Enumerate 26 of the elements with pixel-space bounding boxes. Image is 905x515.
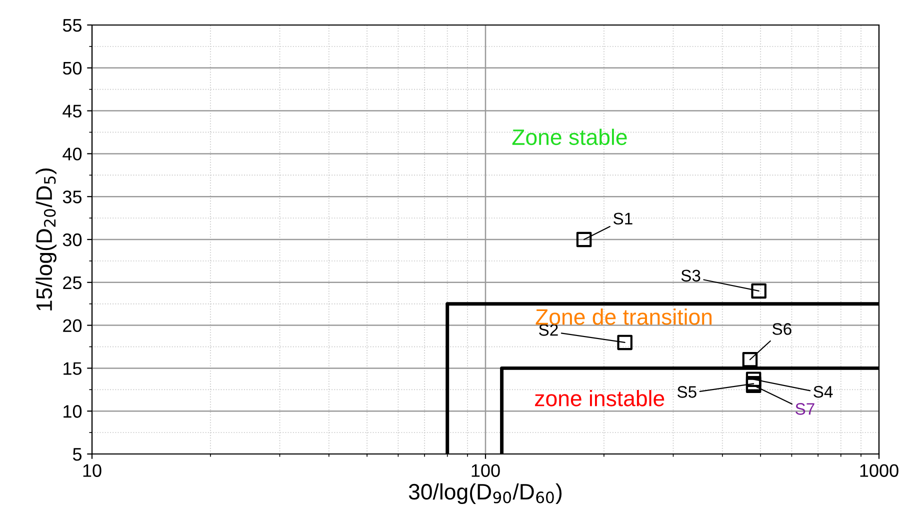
y-tick-label: 30	[62, 233, 82, 246]
y-tick-label: 45	[62, 104, 82, 118]
annotation: S4	[814, 386, 833, 398]
annotation: S7	[796, 403, 814, 415]
annotation: zone instable	[535, 390, 664, 406]
y-tick-label: 10	[64, 405, 82, 418]
annotation: S5	[677, 386, 696, 398]
x-axis-title: 30/log(D$_{90}$/D$_{60}$)	[408, 483, 562, 504]
y-tick-label: 5	[72, 448, 82, 461]
y-tick-label: 25	[63, 276, 82, 290]
y-tick-label: 50	[62, 62, 82, 75]
y-tick-label: 40	[62, 148, 82, 160]
y-axis-title: 15/log(D$_{20}$/D$_{5}$)	[36, 168, 56, 310]
annotation: Zone stable	[512, 128, 627, 146]
annotation: S3	[681, 270, 700, 282]
annotation: S6	[772, 323, 792, 335]
y-tick-label: 35	[62, 190, 82, 204]
annotation: S1	[613, 212, 632, 225]
y-tick-label: 20	[63, 319, 82, 332]
x-tick-label: 100	[472, 464, 500, 477]
annotation: S2	[539, 324, 558, 336]
y-tick-label: 15	[64, 362, 82, 375]
x-tick-label: 1000	[860, 464, 898, 477]
x-tick-label: 10	[83, 464, 102, 477]
y-tick-label: 55	[62, 19, 82, 32]
annotation: Zone de transition	[536, 308, 712, 325]
